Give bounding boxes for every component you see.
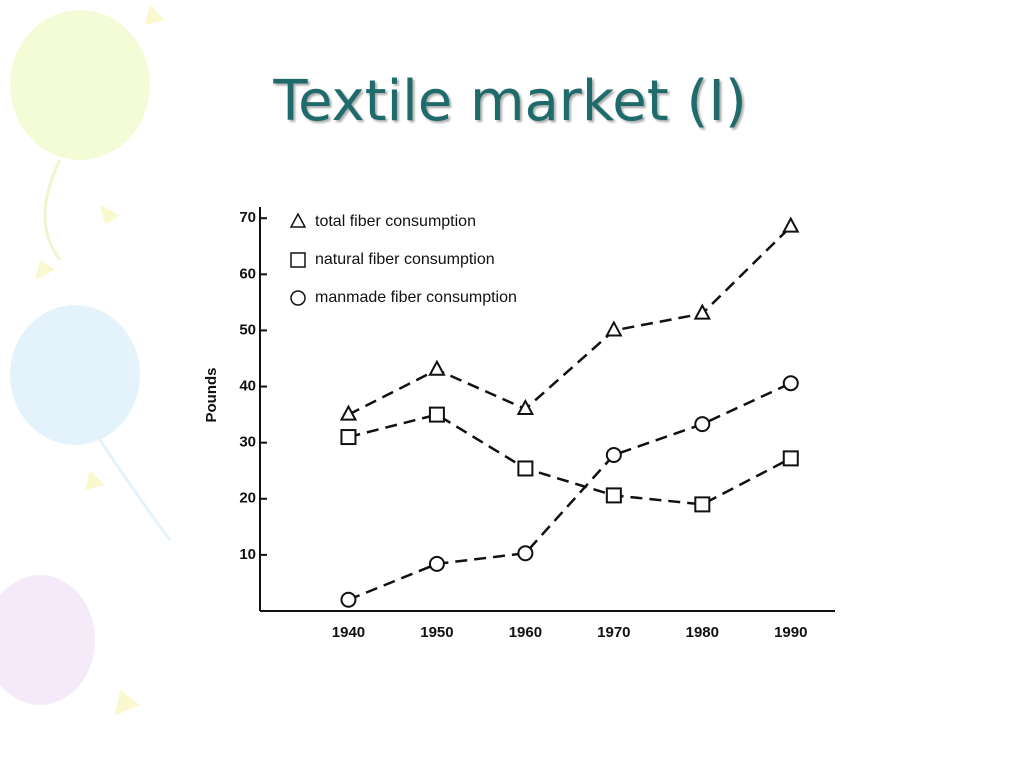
marker-circle: [428, 555, 445, 572]
y-tick-label: 30: [239, 434, 256, 451]
y-tick-label: 10: [239, 546, 256, 563]
marker-triangle: [693, 303, 711, 320]
x-tick-label: 1970: [597, 624, 630, 641]
x-tick-label: 1990: [774, 624, 807, 641]
x-tick-label: 1980: [686, 624, 719, 641]
marker-triangle: [339, 404, 358, 421]
y-tick-label: 50: [239, 321, 256, 338]
series-line: [348, 413, 792, 506]
y-tick-label: 40: [239, 378, 256, 395]
marker-square: [605, 487, 622, 504]
marker-square: [428, 406, 445, 423]
balloon-decoration: [0, 5, 172, 715]
marker-circle: [782, 375, 799, 392]
x-tick-label: 1940: [332, 624, 365, 641]
slide-title: Textile market (I): [272, 69, 746, 134]
legend-label: natural fiber consumption: [315, 251, 495, 268]
series-line: [347, 382, 792, 601]
marker-square: [517, 460, 534, 477]
y-tick-label: 20: [239, 490, 256, 507]
marker-square: [290, 252, 306, 268]
marker-circle: [290, 290, 306, 306]
x-tick-label: 1960: [509, 624, 542, 641]
marker-triangle: [782, 216, 800, 233]
marker-triangle: [516, 398, 535, 415]
marker-triangle: [289, 212, 307, 228]
marker-circle: [517, 545, 534, 562]
marker-circle: [694, 416, 711, 433]
marker-circle: [340, 591, 357, 608]
marker-square: [782, 450, 799, 467]
marker-square: [694, 496, 711, 513]
legend-label: manmade fiber consumption: [315, 289, 517, 306]
series-line: [347, 225, 792, 416]
x-tick-label: 1950: [420, 624, 453, 641]
marker-triangle: [428, 359, 446, 376]
marker-triangle: [605, 320, 623, 337]
y-tick-label: 60: [239, 265, 256, 282]
y-axis-label: Pounds: [203, 368, 220, 423]
legend-label: total fiber consumption: [315, 213, 476, 230]
marker-circle: [605, 447, 622, 464]
y-tick-label: 70: [239, 209, 256, 226]
marker-square: [340, 429, 357, 446]
